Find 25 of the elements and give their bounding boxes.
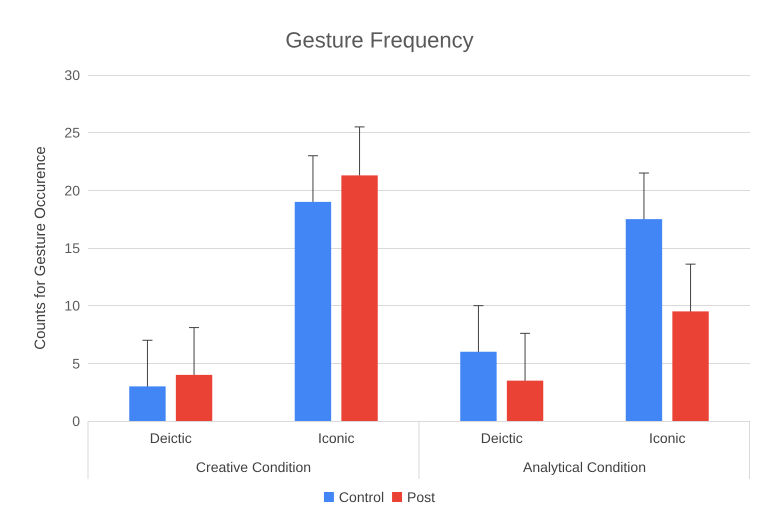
x-tick-label: Iconic (318, 430, 355, 446)
bar (176, 374, 212, 421)
y-tick-label: 0 (72, 413, 80, 429)
legend-label: Control (338, 489, 384, 505)
bar (129, 386, 166, 421)
bar (294, 202, 332, 421)
y-tick-label: 20 (64, 182, 80, 198)
y-axis-title: Counts for Gesture Occurence (32, 146, 49, 350)
bar (341, 175, 378, 421)
bar (460, 352, 497, 421)
y-tick-label: 30 (64, 67, 80, 83)
bar (672, 311, 709, 421)
bar (506, 380, 544, 421)
x-tick-label: Deictic (150, 430, 192, 446)
y-tick-label: 5 (72, 355, 80, 372)
y-tick-label: 10 (64, 298, 80, 314)
x-tick-label: Deictic (480, 430, 523, 446)
chart-title: Gesture Frequency (285, 28, 474, 52)
text: Analytical Condition (523, 459, 646, 475)
y-tick-label: 15 (64, 240, 80, 256)
bar (626, 219, 662, 421)
legend-label: Post (407, 489, 436, 505)
y-tick-label: 25 (64, 124, 80, 141)
text: Creative Condition (196, 459, 312, 475)
x-tick-label: Iconic (648, 430, 686, 446)
